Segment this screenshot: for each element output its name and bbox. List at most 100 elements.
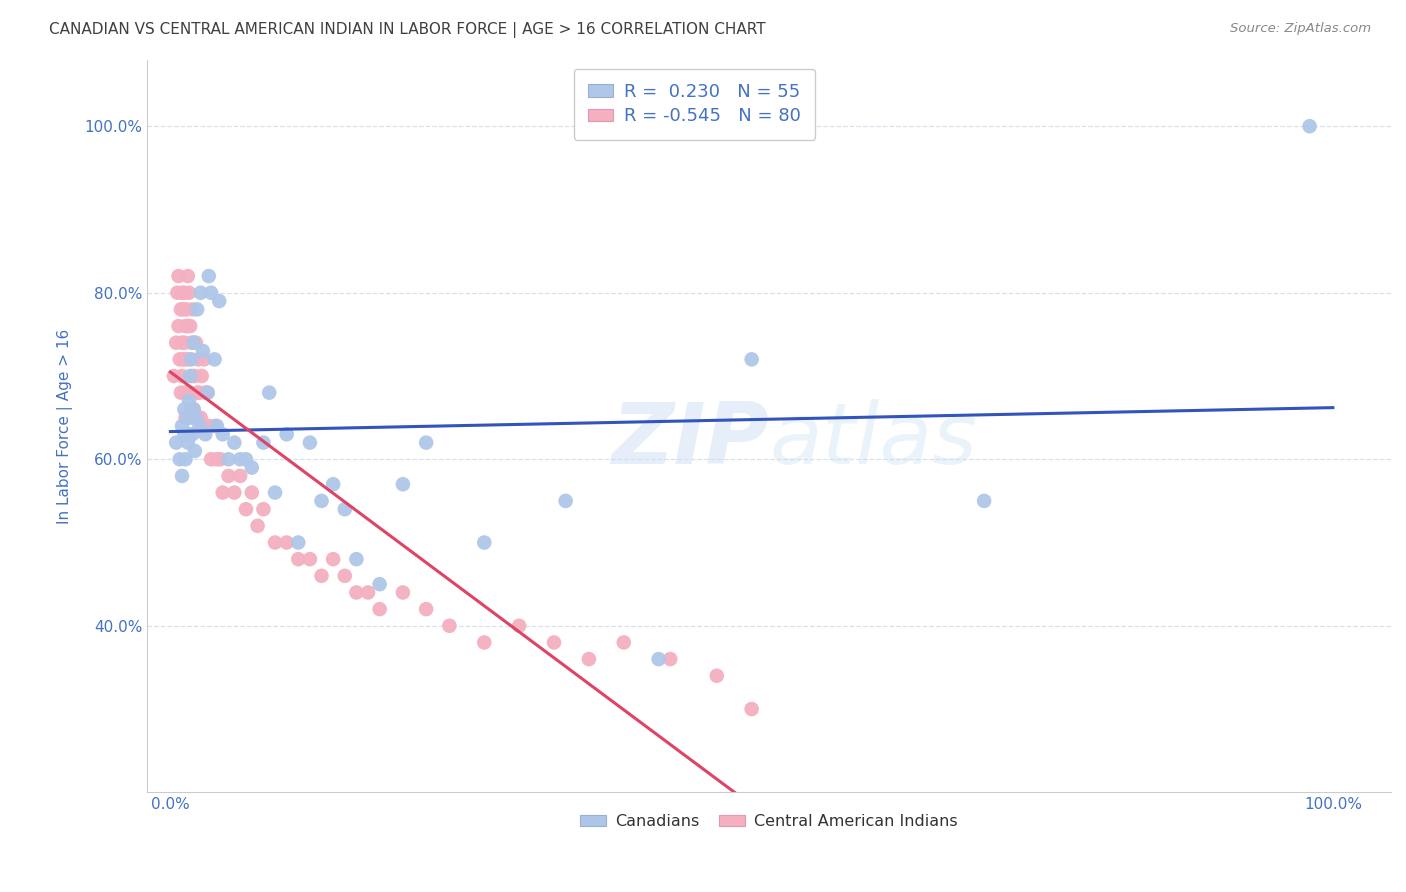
Point (472, 635, 495, 649)
Point (165, 435, 187, 450)
Point (179, 385, 201, 400)
Point (240, 485, 263, 500)
Point (194, 427, 217, 442)
Point (188, 385, 211, 400)
Point (287, 535, 309, 549)
Point (190, 410, 212, 425)
Point (235, 452, 257, 467)
Point (224, 435, 246, 450)
Point (190, 285, 212, 300)
Point (197, 385, 219, 400)
Point (174, 452, 197, 467)
Point (170, 419, 193, 434)
Point (177, 427, 200, 442)
Point (211, 485, 233, 500)
Point (344, 585, 367, 599)
Point (741, 352, 763, 367)
Point (392, 585, 415, 599)
Point (174, 410, 197, 425)
Point (229, 469, 252, 483)
Point (252, 502, 274, 516)
Point (298, 552, 321, 566)
Point (209, 452, 232, 467)
Point (706, 669, 728, 683)
Point (170, 285, 193, 300)
Point (333, 502, 356, 516)
Point (1298, 119, 1320, 133)
Point (186, 385, 208, 400)
Point (173, 285, 195, 300)
Point (187, 352, 209, 367)
Point (415, 602, 437, 616)
Point (224, 485, 246, 500)
Point (246, 519, 269, 533)
Point (183, 335, 205, 350)
Point (173, 335, 195, 350)
Point (191, 419, 214, 434)
Point (186, 302, 208, 317)
Point (368, 577, 391, 591)
Point (264, 535, 287, 549)
Point (613, 635, 636, 649)
Point (170, 369, 193, 384)
Point (170, 302, 193, 317)
Point (439, 619, 461, 633)
Point (311, 569, 333, 583)
Point (197, 269, 219, 284)
Point (472, 535, 495, 549)
Legend: Canadians, Central American Indians: Canadians, Central American Indians (574, 808, 965, 836)
Text: Source: ZipAtlas.com: Source: ZipAtlas.com (1230, 22, 1371, 36)
Point (554, 494, 576, 508)
Point (181, 427, 204, 442)
Point (252, 435, 274, 450)
Point (322, 477, 344, 491)
Point (184, 369, 207, 384)
Point (218, 452, 240, 467)
Point (298, 435, 321, 450)
Point (169, 452, 191, 467)
Point (191, 344, 214, 359)
Point (322, 552, 344, 566)
Point (179, 369, 201, 384)
Point (357, 585, 380, 599)
Point (197, 419, 219, 434)
Point (180, 335, 202, 350)
Point (240, 460, 263, 475)
Point (177, 319, 200, 334)
Point (177, 352, 200, 367)
Point (173, 427, 195, 442)
Point (368, 602, 391, 616)
Point (229, 452, 252, 467)
Point (205, 452, 228, 467)
Point (183, 402, 205, 417)
Point (973, 494, 995, 508)
Point (194, 385, 217, 400)
Point (647, 652, 669, 666)
Point (180, 410, 202, 425)
Point (218, 469, 240, 483)
Point (392, 477, 415, 491)
Point (333, 569, 356, 583)
Point (741, 702, 763, 716)
Point (180, 352, 202, 367)
Point (204, 352, 226, 367)
Point (163, 369, 186, 384)
Point (170, 469, 193, 483)
Point (177, 410, 200, 425)
Point (173, 402, 195, 417)
Text: atlas: atlas (769, 399, 977, 482)
Point (177, 435, 200, 450)
Point (188, 419, 211, 434)
Point (344, 552, 367, 566)
Point (179, 319, 201, 334)
Point (177, 394, 200, 409)
Point (177, 269, 200, 284)
Text: ZIP: ZIP (612, 399, 769, 482)
Point (183, 335, 205, 350)
Point (276, 427, 298, 442)
Point (173, 385, 195, 400)
Point (169, 352, 191, 367)
Point (197, 385, 219, 400)
Point (177, 285, 200, 300)
Point (193, 352, 215, 367)
